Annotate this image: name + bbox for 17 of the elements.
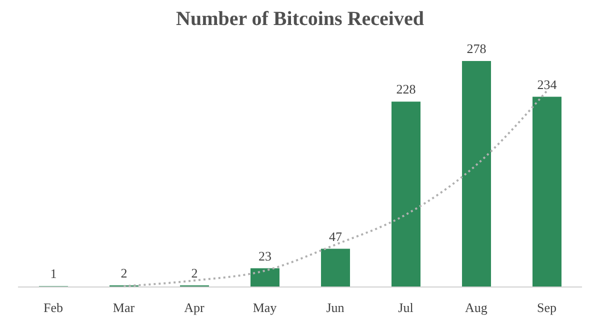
data-label: 47 bbox=[329, 228, 342, 244]
x-tick-label: Jun bbox=[326, 300, 345, 316]
data-label: 2 bbox=[120, 265, 128, 280]
data-label: 228 bbox=[396, 82, 416, 97]
data-label: 278 bbox=[466, 41, 486, 56]
x-tick-label: Mar bbox=[112, 300, 136, 316]
data-label: 2 bbox=[191, 265, 198, 280]
x-tick-label: Aug bbox=[465, 300, 488, 316]
data-label: 1 bbox=[50, 266, 57, 282]
x-tick-label: May bbox=[252, 300, 278, 316]
data-label: 234 bbox=[537, 76, 558, 92]
data-label: 23 bbox=[258, 248, 272, 264]
chart-title: Number of Bitcoins Received bbox=[175, 8, 425, 31]
x-tick-label: Apr bbox=[184, 300, 206, 316]
x-tick-label: Jul bbox=[398, 300, 414, 316]
x-tick-label: Feb bbox=[44, 300, 63, 316]
x-tick-label: Sep bbox=[537, 300, 556, 316]
